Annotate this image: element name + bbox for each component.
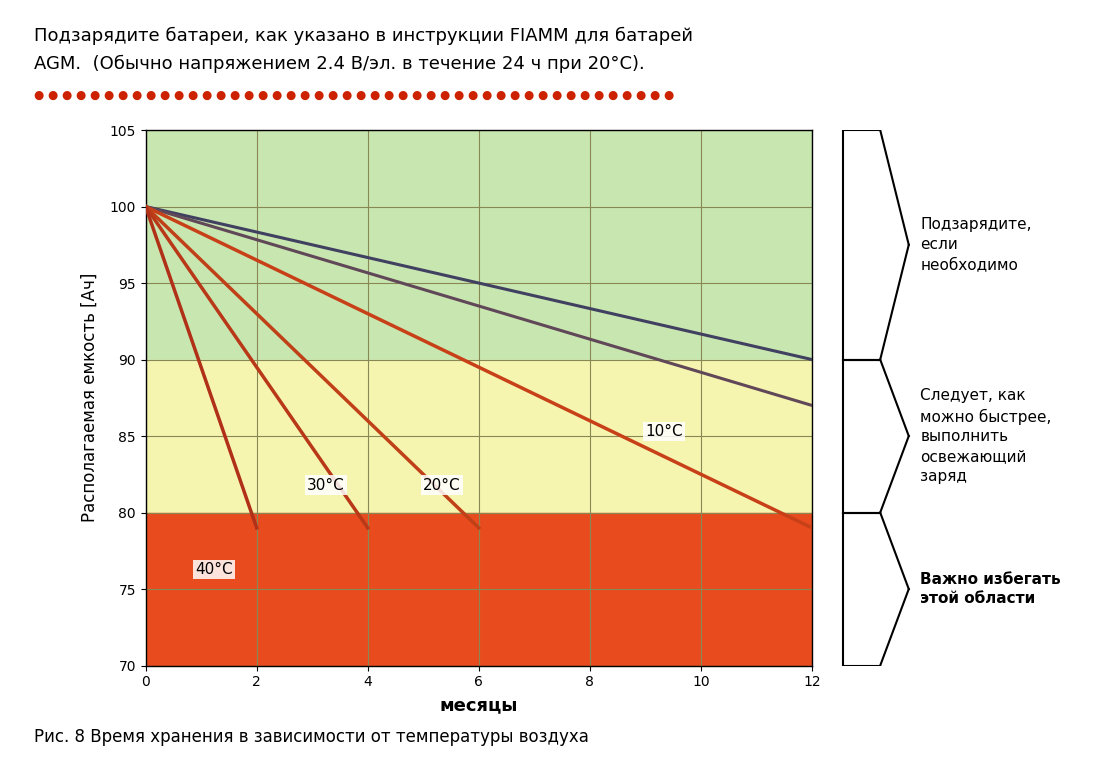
Text: Важно избегать
этой области: Важно избегать этой области [921, 571, 1061, 607]
Text: Следует, как
можно быстрее,
выполнить
освежающий
заряд: Следует, как можно быстрее, выполнить ос… [921, 388, 1052, 484]
Text: ● ● ● ● ● ● ● ● ● ● ● ● ● ● ● ● ● ● ● ● ● ● ● ● ● ● ● ● ● ● ● ● ● ● ● ● ● ● ● ● : ● ● ● ● ● ● ● ● ● ● ● ● ● ● ● ● ● ● ● ● … [34, 90, 678, 102]
Text: 30°C: 30°C [307, 477, 344, 493]
Text: AGM.  (Обычно напряжением 2.4 В/эл. в течение 24 ч при 20°С).: AGM. (Обычно напряжением 2.4 В/эл. в теч… [34, 55, 644, 73]
Text: 20°C: 20°C [423, 477, 461, 493]
Text: Подзарядите батареи, как указано в инструкции FIAMM для батарей: Подзарядите батареи, как указано в инстр… [34, 27, 692, 45]
Bar [146, 130, 812, 360]
Text: Подзарядите,
если
необходимо: Подзарядите, если необходимо [921, 217, 1032, 272]
Y-axis label: Располагаемая емкость [Ач]: Располагаемая емкость [Ач] [81, 273, 99, 522]
Text: 40°C: 40°C [196, 562, 233, 577]
Text: 10°C: 10°C [645, 424, 683, 439]
Bar [146, 513, 812, 666]
X-axis label: месяцы: месяцы [439, 696, 519, 715]
Bar [146, 360, 812, 513]
Text: Рис. 8 Время хранения в зависимости от температуры воздуха: Рис. 8 Время хранения в зависимости от т… [34, 728, 588, 746]
